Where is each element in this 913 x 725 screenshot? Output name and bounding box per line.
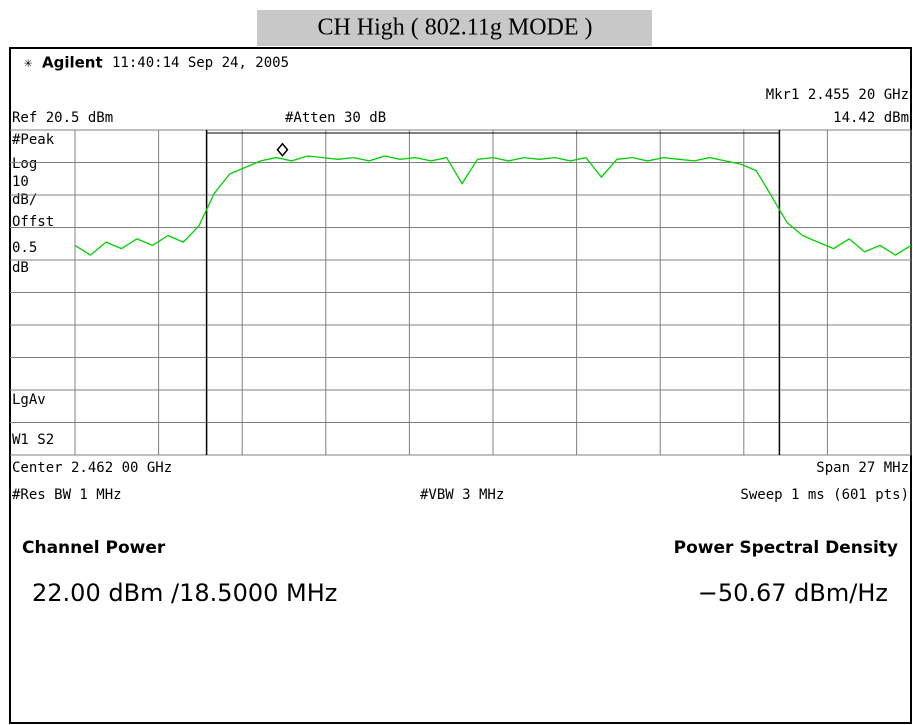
psd: −50.67 dBm/Hz <box>698 579 888 607</box>
side-label: Offst <box>12 214 54 230</box>
title-bg <box>257 10 652 46</box>
side-label: W1 S2 <box>12 432 54 448</box>
marker-value: 14.42 dBm <box>833 110 909 126</box>
vbw-label: #VBW 3 MHz <box>420 487 504 503</box>
marker-label: Mkr1 2.455 20 GHz <box>766 87 909 103</box>
center-label: Center 2.462 00 GHz <box>12 460 172 476</box>
channel-power: 22.00 dBm /18.5000 MHz <box>32 579 337 607</box>
side-label: Log <box>12 156 37 172</box>
side-label: dB <box>12 260 29 276</box>
span-label: Span 27 MHz <box>816 460 909 476</box>
logo: ✳ <box>24 55 33 71</box>
brand: Agilent <box>42 54 103 72</box>
channel-power-title: Channel Power <box>22 538 166 558</box>
frame <box>9 47 912 724</box>
side-label: dB/ <box>12 192 37 208</box>
side-label: #Peak <box>12 132 55 148</box>
timestamp: 11:40:14 Sep 24, 2005 <box>112 55 289 71</box>
rbw-label: #Res BW 1 MHz <box>12 487 122 503</box>
trace <box>74 155 912 256</box>
psd-title: Power Spectral Density <box>674 538 898 558</box>
side-label: 10 <box>12 174 29 190</box>
side-label: 0.5 <box>12 240 37 256</box>
marker <box>276 142 289 157</box>
sweep-label: Sweep 1 ms (601 pts) <box>740 487 909 503</box>
ref-label: Ref 20.5 dBm <box>12 110 113 126</box>
side-label: LgAv <box>12 392 46 408</box>
atten-label: #Atten 30 dB <box>285 110 386 126</box>
title: CH High ( 802.11g MODE ) <box>317 15 592 41</box>
